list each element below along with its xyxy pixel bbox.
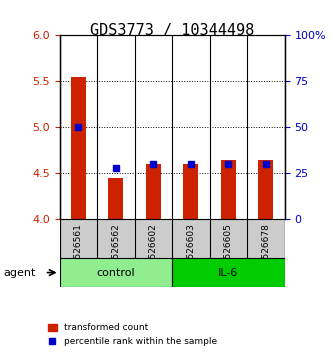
- Bar: [71, 77, 86, 219]
- Text: GSM526603: GSM526603: [186, 223, 195, 278]
- Bar: [172, 258, 285, 287]
- Bar: [221, 160, 236, 219]
- Bar: [259, 160, 273, 219]
- Text: GSM526561: GSM526561: [74, 223, 83, 278]
- Bar: [183, 164, 198, 219]
- Text: GDS3773 / 10344498: GDS3773 / 10344498: [90, 23, 254, 38]
- Text: GSM526562: GSM526562: [111, 223, 120, 278]
- Legend: transformed count, percentile rank within the sample: transformed count, percentile rank withi…: [44, 320, 221, 349]
- Bar: [146, 164, 161, 219]
- Bar: [108, 178, 123, 219]
- Bar: [60, 258, 172, 287]
- Text: IL-6: IL-6: [218, 268, 239, 278]
- Text: control: control: [97, 268, 135, 278]
- Text: GSM526602: GSM526602: [149, 223, 158, 278]
- Text: GSM526678: GSM526678: [261, 223, 270, 278]
- Text: agent: agent: [3, 268, 36, 278]
- Text: GSM526605: GSM526605: [224, 223, 233, 278]
